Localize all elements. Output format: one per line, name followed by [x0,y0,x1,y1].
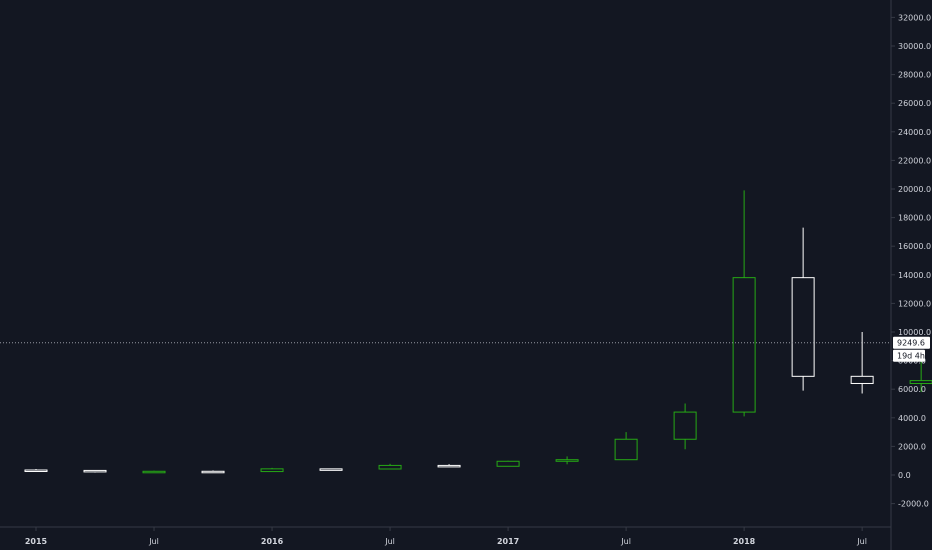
time-tick-label: 2015 [25,537,48,546]
countdown-label: 19d 4h [893,349,925,362]
candle-body [909,380,932,384]
candle-body [260,468,284,473]
candle-body [555,459,579,462]
price-tick-label: 28000.0 [898,71,931,80]
candle[interactable] [791,227,815,391]
time-tick-label: 2016 [261,537,284,546]
time-tick-label: 2018 [733,537,756,546]
last-price-label-bg [893,336,930,349]
candle[interactable] [673,403,697,450]
candle-body [83,469,107,473]
candle[interactable] [24,468,48,472]
candle-body [24,469,48,472]
candle[interactable] [319,468,343,471]
candle[interactable] [614,432,638,461]
candle-body [201,470,225,474]
candle[interactable] [732,190,756,417]
price-tick-label: 32000.0 [898,13,931,22]
countdown-label-bg [893,349,925,362]
candle[interactable] [142,470,166,474]
time-tick-label: Jul [620,537,631,546]
price-tick-label: 12000.0 [898,299,931,308]
time-tick-label: 2017 [497,537,519,546]
price-tick-label: 6000.0 [898,385,926,394]
countdown-value: 19d 4h [897,352,925,361]
price-tick-label: 22000.0 [898,156,931,165]
candle[interactable] [378,463,402,470]
candle[interactable] [201,470,225,474]
candle-body [850,375,874,384]
price-tick-label: -2000.0 [898,500,929,509]
candle-body [378,464,402,470]
last-price-label: 9249.6 [893,336,930,349]
candle-body [614,438,638,461]
time-tick-label: Jul [384,537,395,546]
price-tick-label: 18000.0 [898,214,931,223]
candle[interactable] [850,332,874,394]
price-tick-label: 2000.0 [898,442,926,451]
last-price-value: 9249.6 [897,339,925,348]
candle[interactable] [437,464,461,468]
candle[interactable] [260,467,284,473]
candle[interactable] [555,456,579,465]
price-tick-label: 26000.0 [898,99,931,108]
time-tick-label: Jul [148,537,159,546]
price-tick-label: 30000.0 [898,42,931,51]
price-tick-label: 10000.0 [898,328,931,337]
candle-body [319,468,343,471]
price-tick-label: 24000.0 [898,128,931,137]
candles-layer [24,190,932,474]
candle-body [437,464,461,468]
time-tick-label: Jul [856,537,867,546]
candle-body [142,470,166,474]
candle[interactable] [83,469,107,473]
candle[interactable] [496,460,520,467]
candle-body [673,411,697,440]
price-tick-label: 4000.0 [898,414,926,423]
price-tick-label: 16000.0 [898,242,931,251]
candle-body [791,277,815,377]
price-tick-label: 20000.0 [898,185,931,194]
price-tick-label: 0.0 [898,471,911,480]
time-axis[interactable]: 2015Jul2016Jul2017Jul2018Jul2019Jul2020J… [25,527,932,546]
candle-body [732,277,756,413]
price-tick-label: 14000.0 [898,271,931,280]
candle-body [496,460,520,467]
